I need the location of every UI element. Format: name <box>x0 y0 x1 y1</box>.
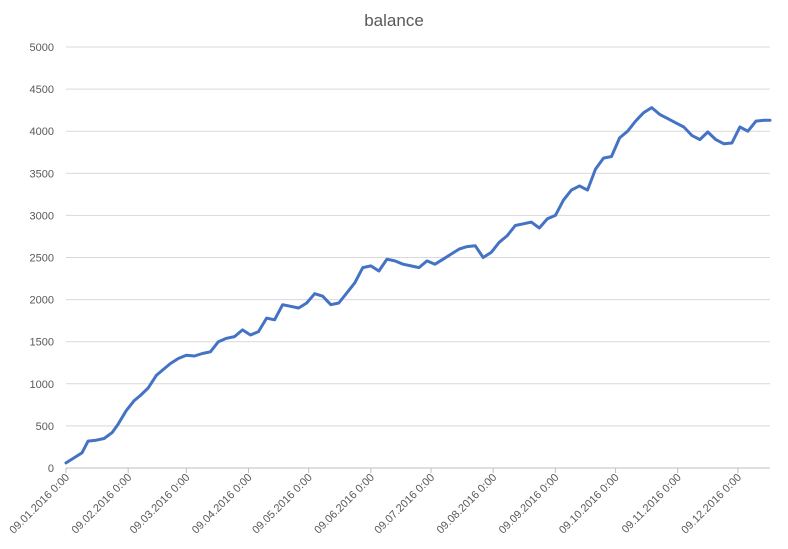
x-tick-label: 09.09.2016 0:00 <box>497 472 562 537</box>
x-tick-label: 09.11.2016 0:00 <box>620 472 684 536</box>
y-tick-label: 3500 <box>30 168 54 180</box>
y-tick-label: 2000 <box>30 295 54 307</box>
gridlines <box>66 46 770 427</box>
y-axis-ticks: 0 500 1000 1500 2000 2500 3000 3500 4000 4500 5000 <box>30 42 54 475</box>
x-tick-label: 09.03.2016 0:00 <box>128 472 193 537</box>
y-tick-label: 4000 <box>30 126 54 138</box>
x-tick-label: 09.10.2016 0:00 <box>557 472 622 537</box>
y-tick-label: 1500 <box>30 337 54 349</box>
x-tick-label: 09.02.2016 0:00 <box>70 472 135 537</box>
x-tick-label: 09.01.2016 0:00 <box>7 472 72 537</box>
x-tick-label: 09.08.2016 0:00 <box>435 472 500 537</box>
x-tick-label: 09.12.2016 0:00 <box>679 472 744 537</box>
y-tick-label: 0 <box>48 463 54 475</box>
x-tick-label: 09.06.2016 0:00 <box>312 472 377 537</box>
y-tick-label: 2500 <box>30 253 54 265</box>
y-tick-label: 500 <box>36 421 54 433</box>
y-tick-label: 3000 <box>30 210 54 222</box>
y-tick-label: 1000 <box>30 379 54 391</box>
x-tick-label: 09.04.2016 0:00 <box>190 472 255 537</box>
x-tick-label: 09.05.2016 0:00 <box>250 472 315 537</box>
y-tick-label: 5000 <box>30 42 54 54</box>
chart-title: balance <box>364 11 424 30</box>
series-line <box>64 106 772 465</box>
series-lines <box>64 106 772 465</box>
x-tick-label: 09.07.2016 0:00 <box>372 472 437 537</box>
y-tick-label: 4500 <box>30 84 54 96</box>
